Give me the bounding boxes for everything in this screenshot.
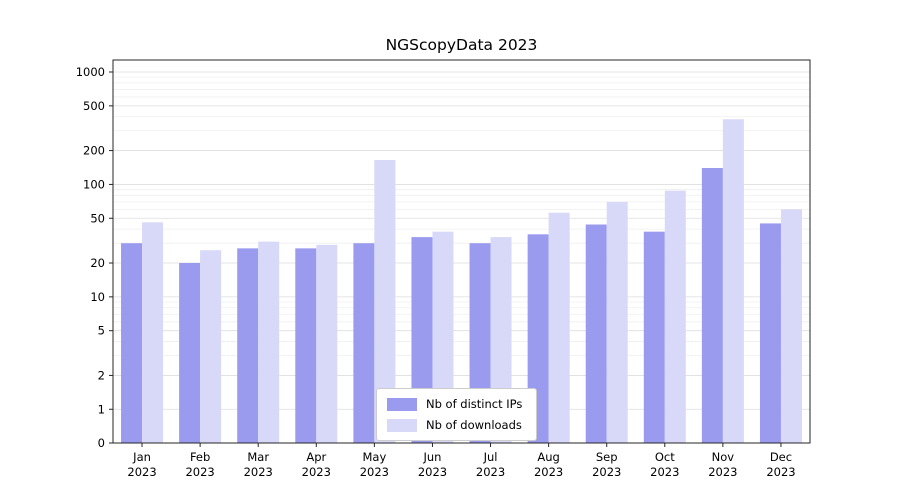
y-tick-label: 0 [98, 436, 105, 450]
x-tick-label-year: 2023 [418, 465, 447, 479]
x-tick-label-month: May [362, 450, 386, 464]
bar-distinct-ips-feb-2023 [179, 263, 201, 443]
bar-distinct-ips-apr-2023 [295, 248, 317, 443]
legend-swatch-distinct-ips [387, 397, 417, 411]
bar-downloads-nov-2023 [722, 119, 744, 444]
x-tick-label-month: Mar [247, 450, 269, 464]
x-tick-label-year: 2023 [302, 465, 331, 479]
x-tick-label-year: 2023 [185, 465, 214, 479]
x-tick-label-year: 2023 [127, 465, 156, 479]
x-tick-label-year: 2023 [650, 465, 679, 479]
bar-downloads-aug-2023 [548, 212, 570, 443]
bar-distinct-ips-jan-2023 [121, 243, 143, 443]
legend-swatch-downloads [387, 418, 417, 432]
legend-label-downloads: Nb of downloads [426, 418, 522, 432]
x-tick-label-year: 2023 [592, 465, 621, 479]
x-tick-label-month: Feb [190, 450, 210, 464]
bar-downloads-sep-2023 [606, 201, 628, 443]
y-tick-label: 100 [83, 177, 105, 191]
bar-downloads-may-2023 [374, 159, 396, 444]
x-tick-label-month: Apr [306, 450, 326, 464]
legend-label-distinct-ips: Nb of distinct IPs [426, 397, 523, 411]
x-tick-label-year: 2023 [534, 465, 563, 479]
chart-title: NGScopyData 2023 [385, 36, 538, 54]
y-tick-label: 50 [90, 211, 105, 225]
x-tick-label-year: 2023 [476, 465, 505, 479]
bar-distinct-ips-may-2023 [353, 243, 375, 443]
x-tick-label-year: 2023 [244, 465, 273, 479]
bar-downloads-feb-2023 [200, 250, 222, 443]
x-tick-label-year: 2023 [766, 465, 795, 479]
legend: Nb of distinct IPs Nb of downloads [376, 388, 538, 441]
x-tick-label-month: Oct [655, 450, 675, 464]
bar-distinct-ips-oct-2023 [643, 231, 665, 443]
bar-downloads-apr-2023 [316, 244, 338, 443]
x-tick-label-month: Dec [770, 450, 792, 464]
y-tick-label: 20 [90, 256, 105, 270]
bar-distinct-ips-mar-2023 [237, 248, 259, 443]
bar-downloads-dec-2023 [780, 209, 802, 443]
y-tick-label: 1000 [76, 65, 105, 79]
y-tick-label: 2 [98, 368, 105, 382]
x-tick-label-month: Jan [132, 450, 151, 464]
bar-distinct-ips-dec-2023 [759, 223, 781, 443]
x-tick-label-year: 2023 [708, 465, 737, 479]
y-tick-label: 200 [83, 144, 105, 158]
bar-downloads-oct-2023 [664, 190, 686, 443]
legend-item-distinct-ips: Nb of distinct IPs [387, 397, 522, 411]
plot-border [112, 59, 811, 444]
x-tick-label-month: Nov [712, 450, 735, 464]
bar-distinct-ips-sep-2023 [585, 224, 607, 443]
y-tick-label: 500 [83, 99, 105, 113]
bar-distinct-ips-nov-2023 [701, 167, 723, 443]
x-tick-label-month: Aug [537, 450, 559, 464]
y-tick-label: 5 [98, 324, 105, 338]
x-tick-label-year: 2023 [360, 465, 389, 479]
bar-downloads-mar-2023 [258, 241, 280, 443]
x-tick-label-month: Jul [483, 450, 498, 464]
bar-downloads-jan-2023 [142, 222, 164, 443]
x-tick-label-month: Sep [596, 450, 618, 464]
y-tick-label: 10 [90, 290, 105, 304]
x-tick-label-month: Jun [422, 450, 441, 464]
legend-item-downloads: Nb of downloads [387, 418, 522, 432]
y-tick-label: 1 [98, 402, 105, 416]
